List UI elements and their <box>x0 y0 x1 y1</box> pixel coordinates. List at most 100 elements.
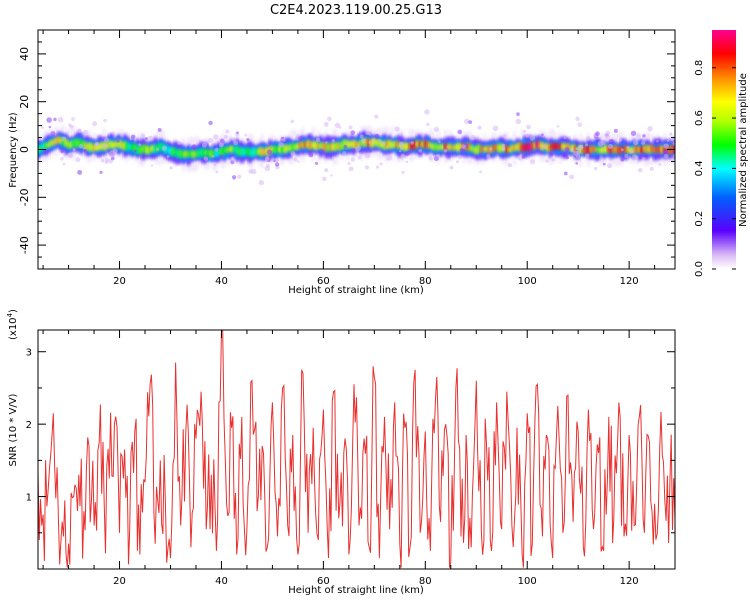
spectrogram-cell <box>512 145 517 151</box>
spectrogram-speckle <box>418 148 423 153</box>
spectrogram-speckle <box>656 139 659 143</box>
spectrogram-speckle <box>642 134 646 138</box>
spectrogram-cell <box>59 138 63 144</box>
spectrogram-speckle <box>608 144 613 149</box>
spectrogram-cell <box>510 144 514 152</box>
spectrogram-speckle <box>60 149 64 154</box>
spectrogram-speckle <box>104 157 110 163</box>
spectrogram-speckle <box>109 150 115 156</box>
spectrogram-speckle <box>343 144 348 149</box>
spectrogram-speckle <box>150 164 154 167</box>
spectrogram-speckle <box>278 142 284 148</box>
spectrogram-cell <box>413 140 418 149</box>
spectrogram-cell <box>344 140 349 148</box>
spectrogram-speckle <box>359 134 364 139</box>
spectrogram-speckle <box>551 158 555 162</box>
spectrogram-cell <box>173 149 178 156</box>
spectrogram-speckle <box>296 133 301 138</box>
spectrogram-speckle <box>62 162 66 166</box>
spectrogram-cell <box>79 140 84 146</box>
spectrogram-y-tick-label: 40 <box>18 47 31 61</box>
snr-panel: 20 40 60 80 100 120 1 2 3 Height of straight li… <box>6 309 676 596</box>
spectrogram-cell <box>258 147 262 155</box>
spectrogram-speckle <box>585 136 591 141</box>
spectrogram-cell <box>372 138 377 146</box>
spectrogram-cell <box>69 140 74 148</box>
spectrogram-cell <box>309 141 313 150</box>
spectrogram-speckle <box>169 166 173 170</box>
spectrogram-cell <box>469 145 474 151</box>
spectrogram-speckle <box>400 132 404 136</box>
spectrogram-speckle <box>470 135 476 141</box>
spectrogram-speckle <box>629 149 634 154</box>
spectrogram-cell <box>138 146 142 154</box>
spectrogram-cell <box>319 142 323 150</box>
spectrogram-speckle <box>131 134 136 139</box>
spectrogram-speckle <box>325 141 328 144</box>
snr-x-tick-label: 80 <box>419 576 432 587</box>
spectrogram-cell <box>405 143 410 150</box>
spectrogram-speckle <box>41 126 44 129</box>
spectrogram-speckle <box>492 125 499 132</box>
spectrogram-cell <box>130 144 135 151</box>
spectrogram-cell <box>357 141 362 147</box>
spectrogram-speckle <box>398 141 404 147</box>
snr-x-tick-label: 60 <box>317 576 330 587</box>
spectrogram-cell <box>382 141 387 150</box>
spectrogram-speckle <box>348 166 354 172</box>
spectrogram-speckle <box>236 131 239 134</box>
spectrogram-speckle <box>364 152 371 159</box>
spectrogram-speckle <box>116 139 120 143</box>
spectrogram-speckle <box>577 145 584 151</box>
spectrogram-cell <box>431 144 435 150</box>
spectrogram-cell <box>194 151 198 157</box>
spectrogram-speckle <box>594 167 598 171</box>
spectrogram-speckle <box>576 150 581 155</box>
spectrogram-speckle <box>626 145 630 150</box>
spectrogram-speckle <box>102 143 108 149</box>
spectrogram-speckle <box>606 163 612 169</box>
spectrogram-y-tick-label: -40 <box>18 236 31 254</box>
spectrogram-cell <box>520 143 525 152</box>
spectrogram-cell <box>252 147 257 156</box>
spectrogram-speckle <box>348 125 353 130</box>
spectrogram-speckle <box>649 166 654 171</box>
spectrogram-cell <box>227 147 232 152</box>
spectrogram-cell <box>181 151 186 158</box>
spectrogram-cell <box>135 146 140 153</box>
spectrogram-cell <box>95 143 99 151</box>
spectrogram-speckle <box>375 165 380 169</box>
snr-y-multiplier: (x104) <box>6 309 19 340</box>
spectrogram-speckle <box>208 137 214 143</box>
spectrogram-cell <box>316 143 321 149</box>
spectrogram-cell <box>589 146 593 153</box>
snr-x-axis-label: Height of straight line (km) <box>288 585 424 596</box>
spectrogram-cell <box>321 143 326 150</box>
spectrogram-cell <box>72 139 76 147</box>
spectrogram-speckle <box>405 151 410 156</box>
spectrogram-speckle <box>613 128 618 133</box>
spectrogram-cell <box>535 140 540 149</box>
spectrogram-cell <box>576 147 581 153</box>
spectrogram-cell <box>467 142 471 151</box>
spectrogram-cell <box>56 136 61 144</box>
spectrogram-x-tick-label: 120 <box>620 276 639 287</box>
spectrogram-speckle <box>219 154 224 159</box>
spectrogram-speckle <box>83 148 87 152</box>
spectrogram-cell <box>658 146 662 153</box>
spectrogram-speckle <box>103 137 110 143</box>
spectrogram-cell <box>393 141 397 147</box>
spectrogram-y-tick-label: -20 <box>18 188 31 206</box>
spectrogram-cell <box>125 142 130 150</box>
spectrogram-cell <box>281 145 285 153</box>
spectrogram-cell <box>199 149 204 156</box>
snr-plot-frame <box>37 329 676 570</box>
spectrogram-cell <box>614 146 619 153</box>
spectrogram-speckle <box>597 141 604 147</box>
spectrogram-cell <box>599 147 604 154</box>
spectrogram-speckle <box>633 139 639 146</box>
spectrogram-speckle <box>77 128 82 133</box>
spectrogram-speckle <box>575 162 579 165</box>
spectrogram-cell <box>120 142 125 149</box>
spectrogram-speckle <box>215 170 219 174</box>
